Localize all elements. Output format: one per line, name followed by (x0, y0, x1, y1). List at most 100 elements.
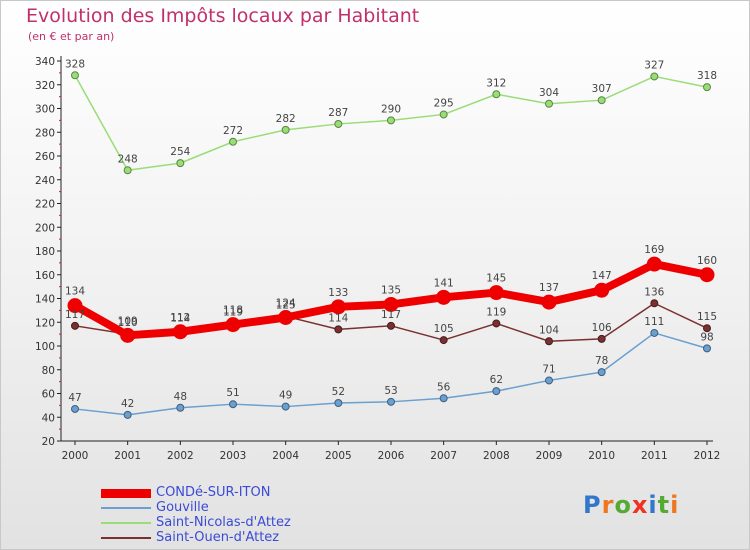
data-point-saint-ouen (650, 299, 659, 308)
data-point-gouville (545, 376, 553, 385)
proxiti-logo-letter: x (631, 491, 649, 519)
data-point-saint-ouen (71, 321, 79, 330)
y-tick-label: 80 (42, 365, 55, 377)
y-tick-label: 120 (35, 317, 55, 329)
data-label-saint-nicolas: 304 (539, 87, 559, 99)
data-label-conde: 109 (118, 315, 138, 327)
data-label-saint-nicolas: 318 (697, 70, 717, 82)
data-point-conde (225, 317, 241, 333)
data-label-saint-nicolas: 290 (381, 103, 401, 115)
data-label-saint-nicolas: 248 (118, 153, 138, 165)
data-point-saint-nicolas (334, 119, 343, 128)
data-point-conde (541, 294, 557, 310)
data-label-saint-ouen: 119 (486, 306, 506, 318)
x-tick-label: 2007 (430, 450, 457, 462)
data-label-conde: 137 (539, 282, 559, 294)
data-label-gouville: 51 (226, 387, 239, 399)
data-label-saint-ouen: 115 (697, 311, 717, 323)
data-point-gouville (439, 394, 448, 403)
x-tick-label: 2000 (62, 450, 89, 462)
x-tick-label: 2011 (641, 450, 668, 462)
data-point-gouville (229, 400, 237, 409)
y-tick-label: 280 (35, 127, 55, 139)
data-label-saint-ouen: 114 (328, 312, 348, 324)
data-label-saint-nicolas: 327 (644, 59, 664, 71)
legend-swatch-saint-nicolas (101, 522, 151, 524)
x-tick-label: 2002 (167, 450, 194, 462)
data-point-gouville (492, 387, 501, 396)
data-point-saint-nicolas (281, 125, 290, 134)
data-point-saint-ouen (334, 325, 343, 334)
data-point-conde (488, 285, 504, 301)
data-point-conde (120, 327, 136, 343)
data-label-conde: 135 (381, 284, 401, 296)
data-point-conde (699, 267, 715, 283)
data-point-saint-ouen (545, 337, 553, 346)
data-label-saint-ouen: 117 (65, 309, 85, 321)
data-point-saint-nicolas (703, 83, 711, 92)
x-tick-label: 2001 (114, 450, 141, 462)
data-point-gouville (387, 397, 395, 406)
proxiti-logo: Proxiti (583, 491, 679, 519)
data-label-conde: 134 (65, 286, 85, 298)
chart-subtitle: (en € et par an) (28, 30, 115, 43)
legend-label-saint-nicolas: Saint-Nicolas-d'Attez (156, 515, 291, 530)
data-label-gouville: 52 (332, 386, 345, 398)
x-tick-label: 2003 (220, 450, 247, 462)
data-label-saint-nicolas: 307 (592, 83, 612, 95)
data-point-gouville (176, 403, 185, 412)
y-tick-label: 100 (35, 341, 55, 353)
data-label-gouville: 53 (384, 385, 397, 397)
data-point-conde (67, 298, 83, 314)
data-point-saint-ouen (492, 319, 501, 328)
data-point-gouville (71, 404, 79, 413)
proxiti-logo-letter: r (601, 491, 615, 519)
proxiti-logo-letter: i (648, 491, 658, 519)
data-label-saint-ouen: 136 (644, 286, 664, 298)
data-label-gouville: 111 (644, 316, 664, 328)
data-point-saint-ouen (387, 321, 395, 330)
data-label-saint-ouen: 110 (118, 317, 138, 329)
data-point-saint-nicolas (492, 90, 501, 99)
data-point-gouville (123, 410, 132, 419)
data-point-saint-ouen (439, 336, 448, 345)
data-point-saint-nicolas (545, 99, 553, 108)
data-point-conde (383, 296, 399, 312)
data-point-gouville (703, 344, 711, 353)
x-tick-label: 2012 (694, 450, 721, 462)
data-label-gouville: 49 (279, 390, 292, 402)
data-label-conde: 145 (486, 273, 506, 285)
x-tick-label: 2009 (536, 450, 563, 462)
data-point-conde (436, 289, 452, 305)
y-tick-label: 20 (42, 436, 55, 448)
data-point-conde (646, 256, 662, 272)
legend-swatch-saint-ouen (101, 537, 151, 539)
data-label-gouville: 48 (174, 391, 187, 403)
legend-swatch-gouville (101, 507, 151, 509)
data-label-conde: 141 (434, 277, 454, 289)
data-label-saint-nicolas: 295 (434, 97, 454, 109)
proxiti-logo-letter: P (583, 491, 602, 519)
data-point-saint-nicolas (650, 72, 659, 81)
data-label-conde: 147 (592, 270, 612, 282)
data-label-gouville: 62 (490, 374, 503, 386)
data-label-saint-ouen: 119 (223, 306, 243, 318)
legend-label-conde: CONDé-SUR-ITON (156, 485, 271, 500)
line-chart: 20 40 60 80 100 120 140 160 180 200 220 240 260 280 30… (35, 56, 721, 462)
y-tick-label: 260 (35, 151, 55, 163)
legend-label-gouville: Gouville (156, 500, 209, 515)
x-tick-label: 2004 (272, 450, 299, 462)
data-label-saint-ouen: 114 (170, 312, 190, 324)
proxiti-logo-letter: i (670, 491, 680, 519)
data-point-conde (594, 282, 610, 298)
data-label-conde: 124 (276, 298, 296, 310)
data-label-saint-ouen: 125 (276, 299, 296, 311)
data-label-saint-nicolas: 312 (486, 77, 506, 89)
legend-label-saint-ouen: Saint-Ouen-d'Attez (156, 530, 280, 545)
y-tick-label: 140 (35, 294, 55, 306)
proxiti-logo-letter: t (657, 491, 671, 519)
data-label-gouville: 78 (595, 355, 608, 367)
y-tick-label: 340 (35, 56, 55, 68)
data-label-gouville: 47 (68, 392, 81, 404)
